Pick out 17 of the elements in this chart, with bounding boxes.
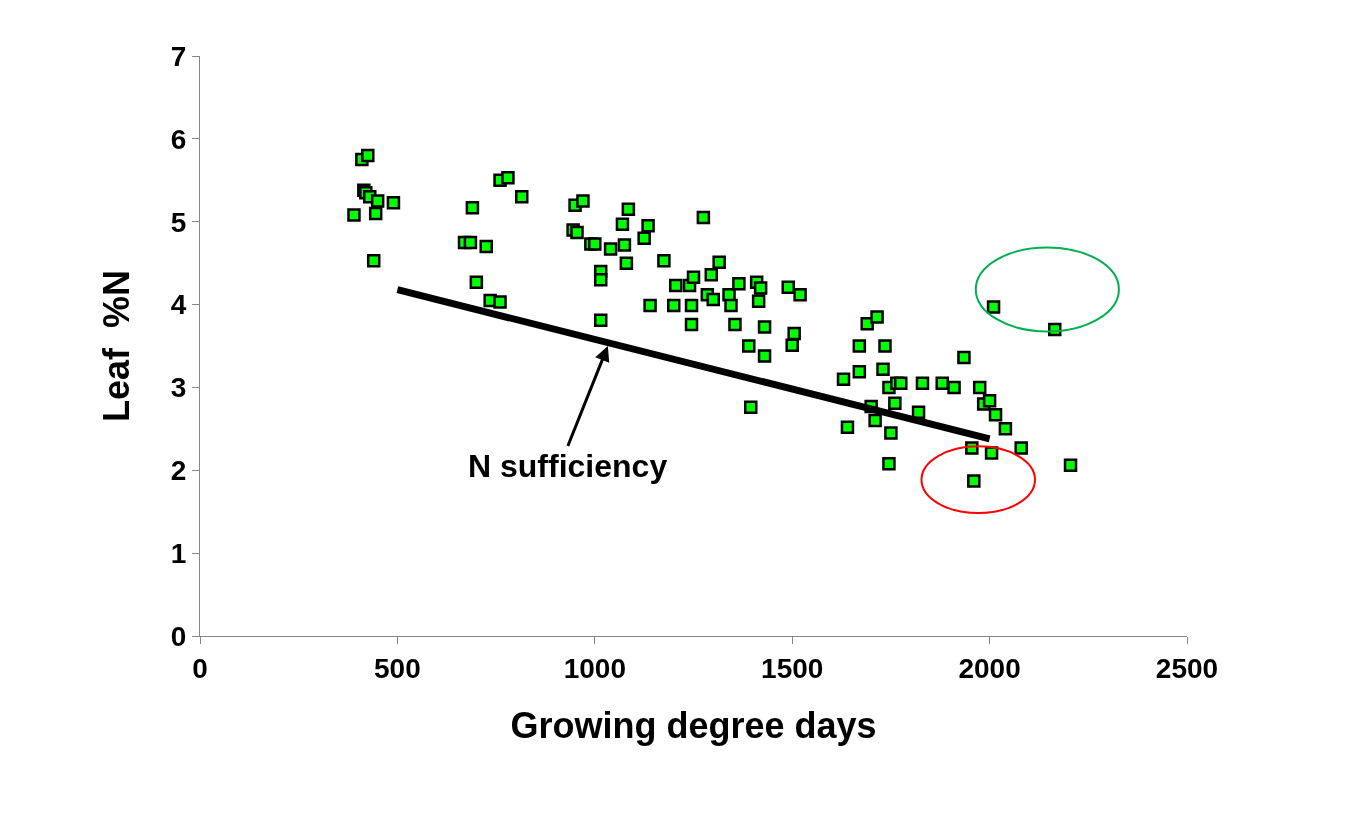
x-tick-label: 1500 [761, 652, 824, 684]
x-tick-label: 1000 [563, 652, 626, 684]
y-tick-label: 3 [170, 372, 187, 404]
y-tick-label: 5 [170, 206, 187, 238]
y-tick-label: 7 [170, 40, 187, 72]
y-tick-label: 0 [170, 620, 187, 652]
y-tick-label: 4 [170, 289, 187, 321]
x-axis-title: Growing degree days [510, 705, 877, 747]
x-tick-label: 0 [192, 652, 208, 684]
y-tick-label: 6 [170, 123, 187, 155]
x-tick-label: 2000 [958, 652, 1021, 684]
annotation: N sufficiency [468, 448, 668, 484]
x-tick-label: 2500 [1155, 652, 1219, 684]
y-axis-title: Leaf %N [95, 269, 137, 423]
y-tick-label: 2 [170, 455, 187, 487]
x-tick-label: 500 [374, 652, 421, 684]
y-tick-label: 1 [170, 537, 187, 569]
